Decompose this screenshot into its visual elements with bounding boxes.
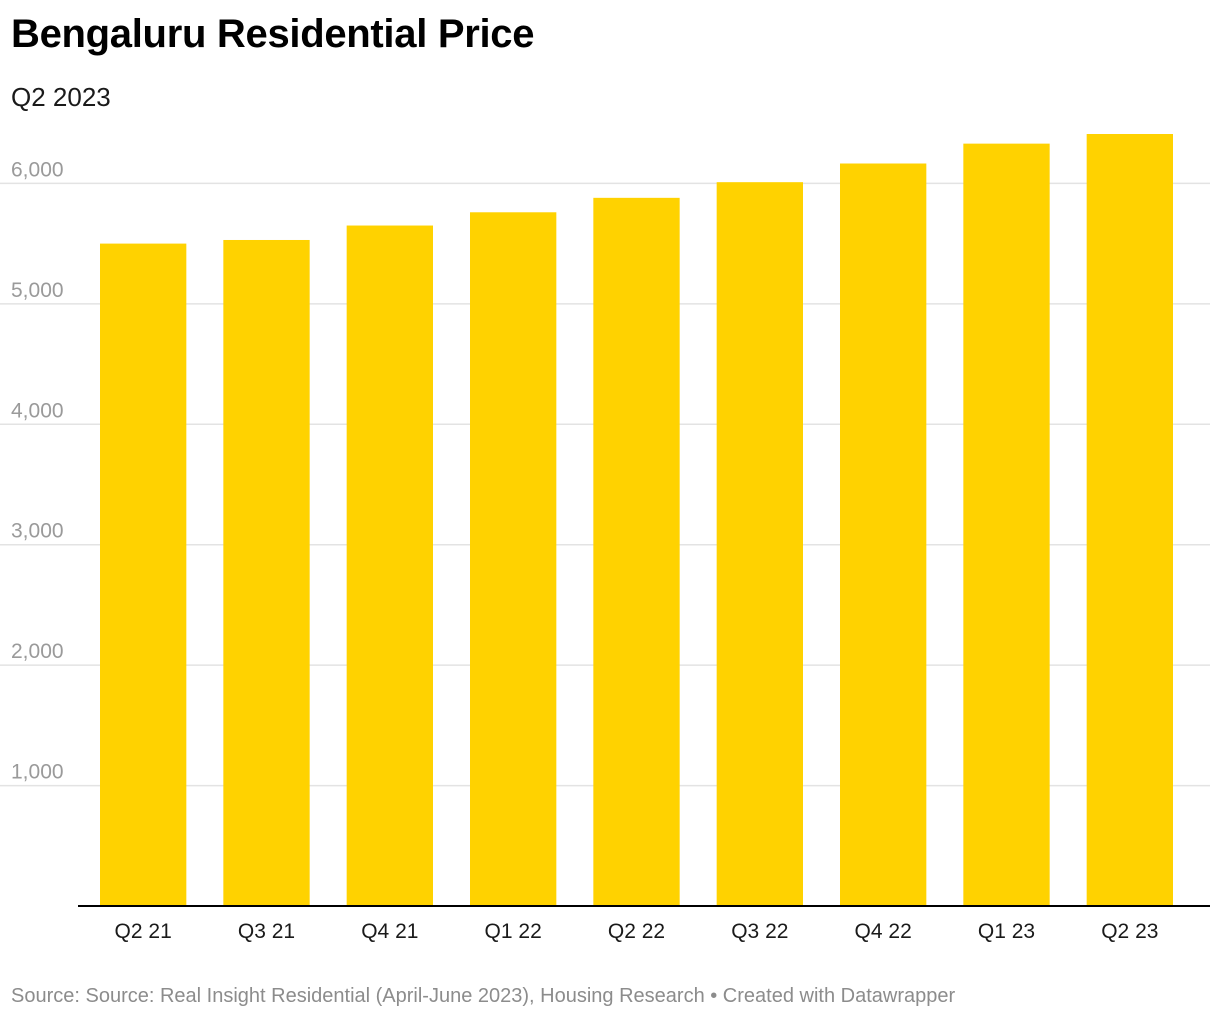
- x-tick-label: Q1 22: [485, 920, 542, 943]
- x-tick-label: Q3 22: [731, 920, 788, 943]
- bar: [223, 239, 310, 907]
- x-tick-label: Q2 22: [608, 920, 665, 943]
- x-axis-tick-labels: Q2 21 Q3 21 Q4 21 Q1 22 Q2 22 Q3 22 Q4 22 Q1 23…: [115, 920, 1159, 943]
- y-tick-label: 3,000: [11, 520, 64, 543]
- bar: [1086, 134, 1173, 906]
- chart-title: Bengaluru Residential Price: [11, 12, 535, 56]
- bar: [346, 225, 433, 906]
- bar: [963, 143, 1050, 906]
- bar-chart: 1,000 2,000 3,000 4,000 5,000 6,000 Q2 21 Q3 2…: [0, 134, 1210, 943]
- bar: [470, 212, 557, 906]
- x-tick-label: Q2 21: [115, 920, 172, 943]
- bar: [100, 243, 187, 906]
- y-tick-label: 2,000: [11, 640, 64, 663]
- y-tick-label: 6,000: [11, 158, 64, 181]
- bar: [593, 197, 680, 906]
- bars: [100, 134, 1173, 907]
- x-tick-label: Q4 21: [361, 920, 418, 943]
- y-tick-label: 4,000: [11, 399, 64, 422]
- y-axis-tick-labels: 1,000 2,000 3,000 4,000 5,000 6,000: [11, 158, 64, 783]
- y-tick-label: 1,000: [11, 761, 64, 784]
- x-tick-label: Q1 23: [978, 920, 1035, 943]
- source-footer: Source: Source: Real Insight Residential…: [11, 985, 956, 1007]
- x-tick-label: Q3 21: [238, 920, 295, 943]
- bar: [840, 163, 927, 906]
- y-tick-label: 5,000: [11, 279, 64, 302]
- bar: [716, 182, 803, 906]
- x-tick-label: Q4 22: [855, 920, 912, 943]
- chart-subtitle: Q2 2023: [11, 82, 111, 112]
- x-tick-label: Q2 23: [1101, 920, 1158, 943]
